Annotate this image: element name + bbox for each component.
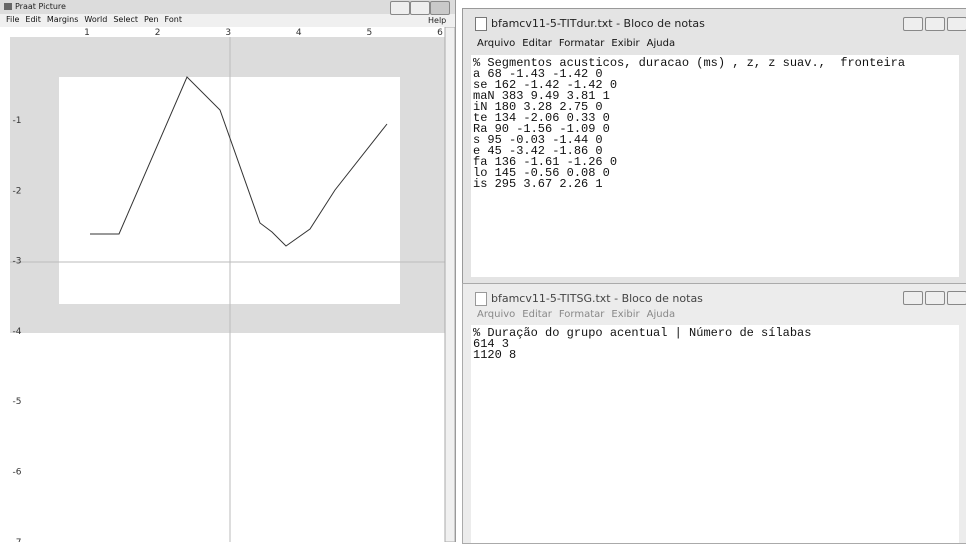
menu-item[interactable]: File	[6, 15, 20, 24]
text-line: Ra 90 -1.56 -1.09 0	[473, 122, 610, 136]
text-line: te 134 -2.06 0.33 0	[473, 111, 610, 125]
picture-area: 1 2 3 4 5 6 -1 -2 -3 -4 -5 -6 -7	[0, 27, 455, 542]
contour-line	[90, 76, 388, 247]
menu-item[interactable]: Exibir	[611, 309, 640, 320]
menu-item[interactable]: Arquivo	[477, 38, 516, 49]
title-bar: Praat Picture	[0, 0, 455, 15]
menu-item[interactable]: Formatar	[558, 309, 605, 320]
notepad-window: bfamcv11-5-TITSG.txt - Bloco de notas Ar…	[462, 283, 966, 544]
window-title: bfamcv11-5-TITdur.txt - Bloco de notas	[491, 17, 705, 30]
text-line: fa 136 -1.61 -1.26 0	[473, 155, 618, 169]
menu-item[interactable]: Edit	[25, 15, 41, 24]
text-line: 1120 8	[473, 348, 517, 362]
menu-item[interactable]: World	[84, 15, 108, 24]
close-button[interactable]	[947, 291, 966, 305]
text-line: e 45 -3.42 -1.86 0	[473, 144, 603, 158]
menu-item[interactable]: Formatar	[558, 38, 605, 49]
text-line: se 162 -1.42 -1.42 0	[473, 78, 618, 92]
text-area: % Duração do grupo acentual | Número de …	[471, 325, 959, 543]
menu-item[interactable]: Select	[113, 15, 139, 24]
minimize-button[interactable]	[390, 1, 410, 15]
menu-item[interactable]: Font	[164, 15, 182, 24]
text-line: lo 145 -0.56 0.08 0	[473, 166, 610, 180]
maximize-button[interactable]	[925, 17, 945, 31]
close-button[interactable]	[430, 1, 450, 15]
scrollbar[interactable]	[444, 27, 455, 542]
maximize-button[interactable]	[410, 1, 430, 15]
window-title: Praat Picture	[15, 2, 66, 11]
minimize-button[interactable]	[903, 291, 923, 305]
menu-item[interactable]: Ajuda	[646, 309, 676, 320]
text-line: % Segmentos acusticos, duracao (ms) , z,…	[473, 56, 906, 70]
canvas	[10, 333, 445, 542]
close-button[interactable]	[947, 17, 966, 31]
menu-item[interactable]: Arquivo	[477, 309, 516, 320]
ruler-label: -1	[13, 116, 22, 126]
ruler-label: -7	[13, 538, 22, 542]
help-menu[interactable]: Help	[428, 16, 447, 25]
text-line: maN 383 9.49 3.81 1	[473, 89, 610, 103]
ruler-label: -3	[13, 257, 22, 267]
text-line: 614 3	[473, 337, 510, 351]
ruler-label: 5	[367, 28, 373, 38]
text-area: % Segmentos acusticos, duracao (ms) , z,…	[471, 55, 959, 277]
menu-item[interactable]: Editar	[522, 38, 552, 49]
text-line: s 95 -0.03 -1.44 0	[473, 133, 603, 147]
app-icon	[4, 3, 12, 10]
menu-item[interactable]: Ajuda	[646, 38, 676, 49]
ruler-label: 2	[155, 28, 161, 38]
menu-bar: Arquivo Editar Formatar Exibir Ajuda	[477, 38, 675, 49]
ruler-label: -4	[13, 327, 22, 337]
ruler-label: -2	[13, 186, 22, 196]
text-line: a 68 -1.43 -1.42 0	[473, 67, 603, 81]
notepad-icon	[475, 292, 487, 306]
praat-window: Praat Picture File Edit Margins World Select…	[0, 0, 456, 542]
menu-item[interactable]: Margins	[46, 15, 79, 24]
window-title: bfamcv11-5-TITSG.txt - Bloco de notas	[491, 292, 703, 305]
maximize-button[interactable]	[925, 291, 945, 305]
menu-item[interactable]: Pen	[144, 15, 159, 24]
notepad-window: bfamcv11-5-TITdur.txt - Bloco de notas A…	[462, 8, 966, 285]
menu-item[interactable]: Exibir	[611, 38, 640, 49]
ruler-label: 6	[437, 28, 443, 38]
ruler-label: 1	[84, 28, 90, 38]
left-ruler	[0, 37, 10, 542]
menu-item[interactable]: Editar	[522, 309, 552, 320]
ruler-label: -5	[13, 397, 22, 407]
ruler-label: -6	[13, 468, 22, 478]
menu-bar: File Edit Margins World Select Pen Font	[6, 15, 182, 24]
text-line: is 295 3.67 2.26 1	[473, 177, 603, 191]
text-line: iN 180 3.28 2.75 0	[473, 100, 603, 114]
ruler-label: 3	[225, 28, 231, 38]
notepad-icon	[475, 17, 487, 31]
menu-bar: Arquivo Editar Formatar Exibir Ajuda	[477, 309, 675, 320]
text-line: % Duração do grupo acentual | Número de …	[473, 326, 812, 340]
minimize-button[interactable]	[903, 17, 923, 31]
ruler-label: 4	[296, 28, 302, 38]
top-ruler	[0, 27, 445, 37]
